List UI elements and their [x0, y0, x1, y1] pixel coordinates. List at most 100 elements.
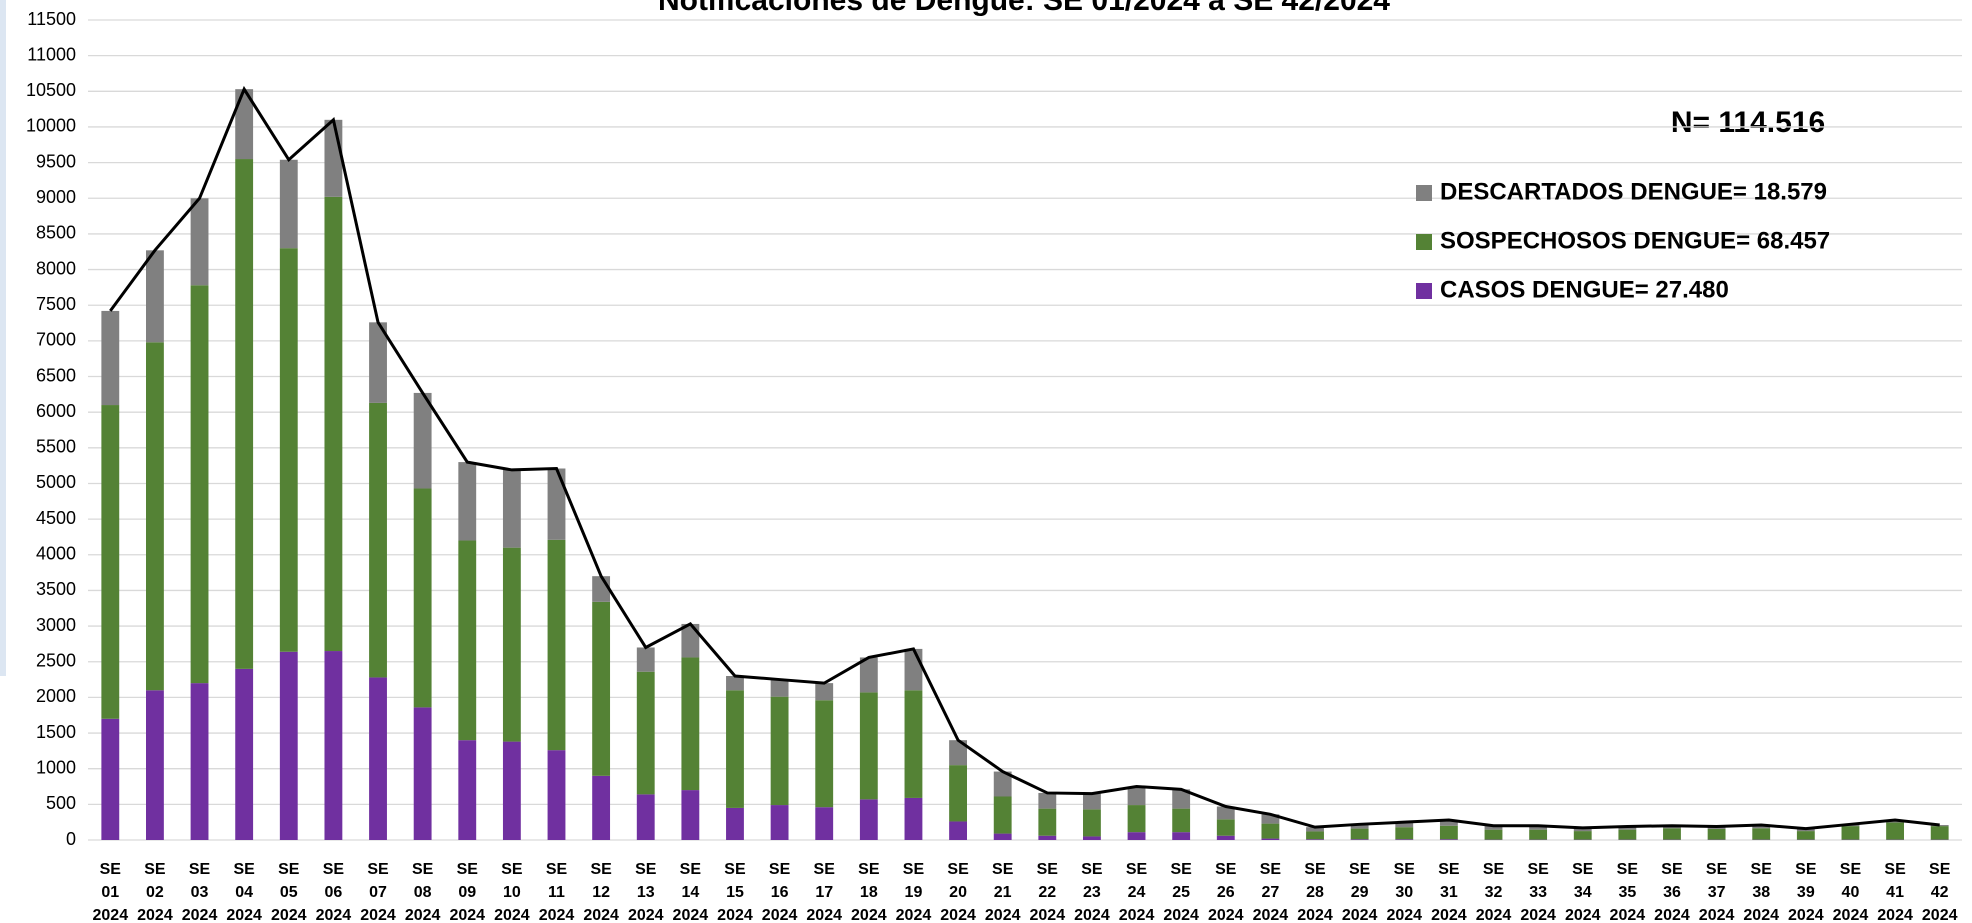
x-tick-label: 28 [1306, 884, 1324, 901]
bar-segment [547, 468, 566, 540]
x-tick-label: 2024 [1342, 907, 1378, 923]
x-tick-label: 2024 [1074, 907, 1110, 923]
x-tick-label: 27 [1262, 884, 1280, 901]
bar-segment [1038, 792, 1057, 809]
bar-segment [770, 805, 789, 840]
bar-segment [502, 547, 521, 742]
x-tick-label: SE [814, 861, 836, 878]
bar-segment [949, 821, 967, 840]
x-tick-label: 2024 [940, 907, 976, 923]
bar-segment [636, 794, 655, 840]
bar-segment [1216, 806, 1235, 820]
bar-segment [458, 740, 477, 840]
x-tick-label: 19 [905, 884, 923, 901]
x-tick-label: 35 [1618, 884, 1636, 901]
bar-segment [235, 668, 254, 840]
x-tick-label: 31 [1440, 884, 1458, 901]
x-tick-label: SE [1617, 861, 1639, 878]
x-tick-label: 15 [726, 884, 744, 901]
legend-swatch [1416, 283, 1432, 299]
bar-segment [1127, 805, 1146, 833]
x-tick-label: 2024 [539, 907, 575, 923]
x-tick-label: 39 [1797, 884, 1815, 901]
x-tick-label: 2024 [271, 907, 307, 923]
x-tick-label: SE [1527, 861, 1549, 878]
x-tick-label: 2024 [1297, 907, 1333, 923]
bar-segment [592, 576, 611, 602]
x-tick-label: 29 [1351, 884, 1369, 901]
bar-segment [1306, 839, 1324, 840]
x-tick-label: 2024 [182, 907, 218, 923]
bar-segment [458, 462, 477, 541]
bar-segment [1484, 825, 1503, 830]
x-tick-label: 2024 [1476, 907, 1512, 923]
y-tick-label: 1500 [36, 722, 76, 742]
bar-segment [1172, 808, 1191, 833]
x-tick-label: 32 [1485, 884, 1503, 901]
bar-segment [904, 797, 923, 840]
bar-segment [993, 833, 1012, 840]
y-tick-label: 4500 [36, 508, 76, 528]
x-tick-label: 2024 [583, 907, 619, 923]
bar-segment [1484, 829, 1503, 840]
bar-segment [770, 679, 789, 697]
bar-segment [1439, 839, 1458, 840]
bar-segment [547, 750, 566, 840]
x-tick-label: 12 [592, 884, 610, 901]
x-tick-label: SE [1751, 861, 1773, 878]
bar-segment [949, 765, 967, 822]
x-tick-label: 2024 [1565, 907, 1601, 923]
x-tick-label: 2024 [1119, 907, 1155, 923]
x-tick-label: SE [992, 861, 1014, 878]
bar-segment [190, 683, 209, 840]
bar-segment [859, 692, 878, 800]
y-tick-label: 8000 [36, 258, 76, 278]
bar-segment [1127, 786, 1146, 806]
bar-segment [636, 647, 655, 672]
x-tick-label: 2024 [1699, 907, 1735, 923]
x-tick-label: SE [457, 861, 479, 878]
x-tick-label: 06 [325, 884, 343, 901]
y-tick-label: 2500 [36, 650, 76, 670]
x-tick-label: 09 [458, 884, 476, 901]
bar-segment [1573, 831, 1592, 840]
x-tick-label: SE [769, 861, 791, 878]
x-tick-label: 41 [1886, 884, 1904, 901]
y-tick-label: 11000 [27, 44, 76, 64]
x-tick-label: 2024 [1208, 907, 1244, 923]
bar-segment [1350, 839, 1369, 840]
x-tick-label: 24 [1128, 884, 1146, 901]
bar-segment [101, 718, 120, 840]
x-tick-label: SE [1438, 861, 1460, 878]
x-tick-label: 2024 [1431, 907, 1467, 923]
bar-segment [1261, 814, 1280, 824]
x-tick-label: 2024 [1253, 907, 1289, 923]
bar-segment [1306, 831, 1324, 840]
x-tick-label: SE [1394, 861, 1416, 878]
x-tick-label: SE [1170, 861, 1192, 878]
bar-segment [770, 696, 789, 806]
legend-swatch [1416, 185, 1432, 201]
x-tick-label: 2024 [93, 907, 129, 923]
bar-segment [146, 250, 164, 343]
bar-segment [1261, 838, 1280, 840]
bar-segment [1573, 827, 1592, 832]
bar-segment [369, 402, 387, 678]
x-tick-label: 25 [1172, 884, 1190, 901]
bar-segment [1529, 825, 1548, 830]
bar-segment [1439, 820, 1458, 826]
x-tick-label: SE [1795, 861, 1817, 878]
bar-segment [1216, 819, 1235, 836]
x-tick-label: 2024 [628, 907, 664, 923]
bar-segment [636, 671, 655, 795]
x-tick-label: 2024 [360, 907, 396, 923]
bar-segment [502, 469, 521, 548]
bar-segment [859, 657, 878, 693]
bar-segment [1350, 828, 1369, 840]
bar-segment [949, 740, 967, 766]
x-tick-label: SE [1304, 861, 1326, 878]
x-tick-label: 03 [191, 884, 209, 901]
x-tick-label: SE [144, 861, 166, 878]
